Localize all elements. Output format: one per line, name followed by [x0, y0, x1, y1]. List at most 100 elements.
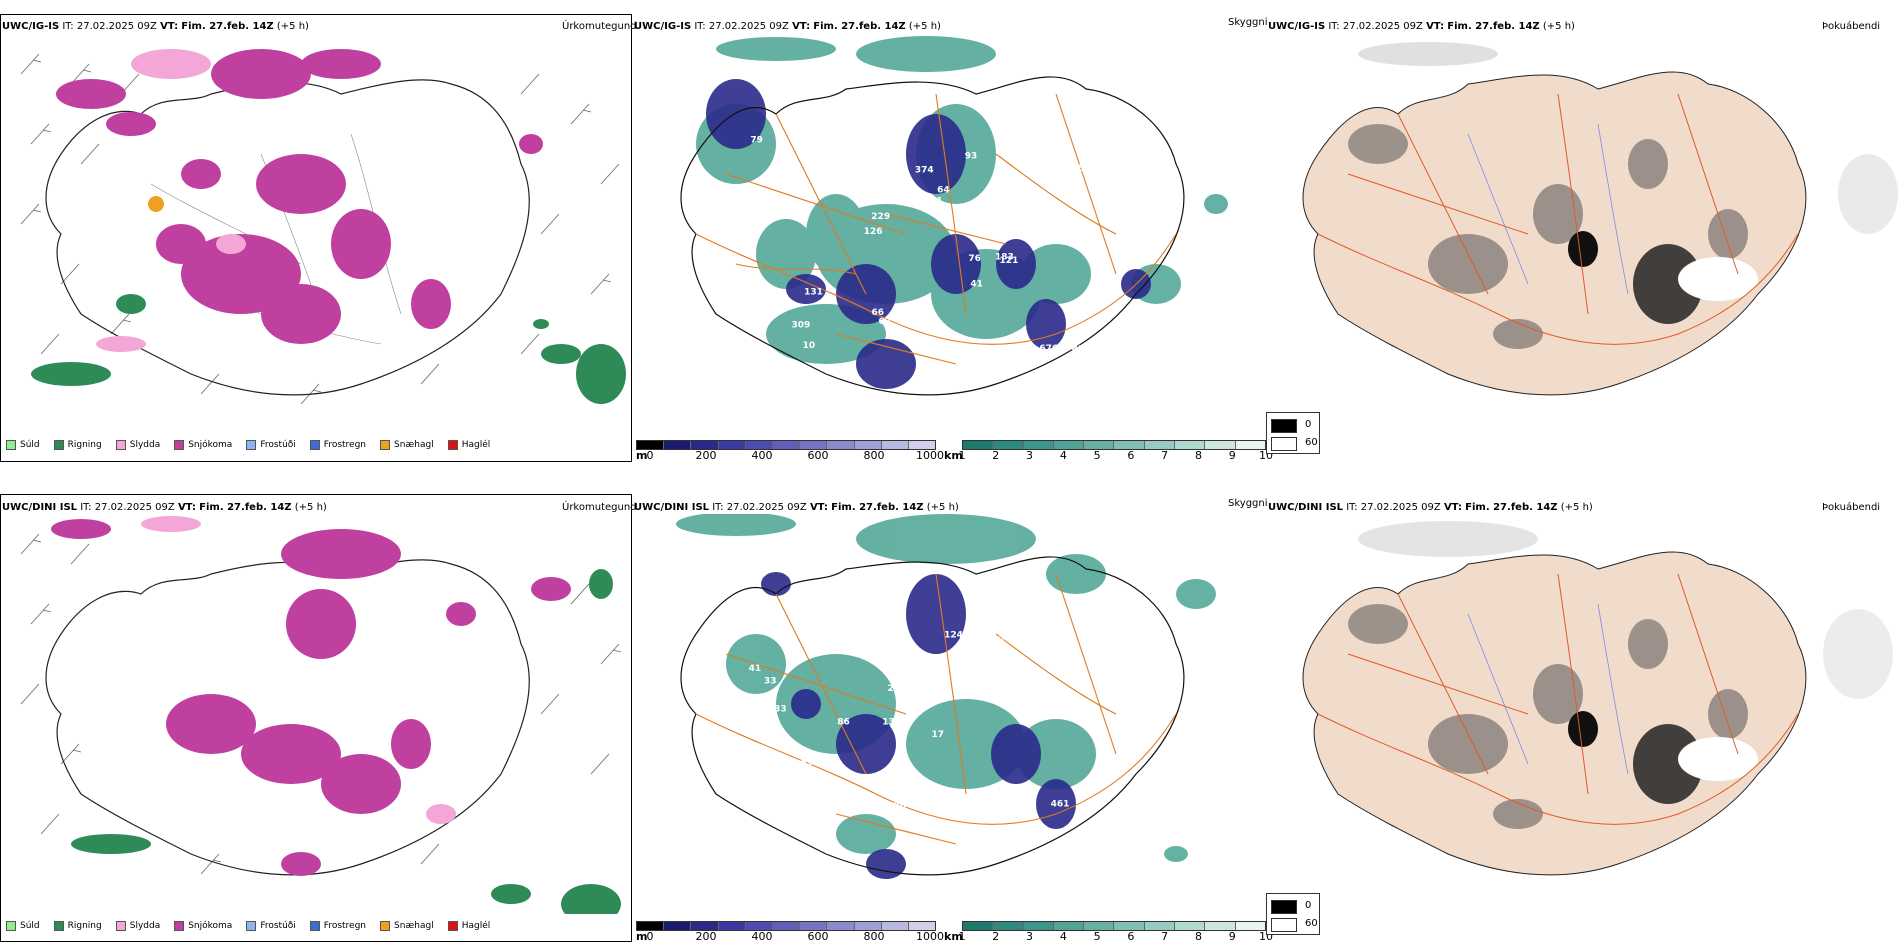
- fog-type-label-row2: Þokuábendi: [1822, 502, 1881, 513]
- tick-label: 0: [646, 930, 654, 943]
- cloud-base-labels-row2: 2273456013217833192220181124345336686981…: [723, 571, 1129, 855]
- cloud-base-value: 14: [1030, 575, 1043, 585]
- fog-legend-row2: 0 60: [1266, 893, 1320, 935]
- tick-label: 9: [1228, 449, 1236, 462]
- legend-item-slydda: Slydda: [115, 440, 160, 450]
- cloud-base-value: 10: [1099, 174, 1112, 184]
- cloud-base-value: 140: [757, 289, 776, 299]
- visibility-map-row2: 2273456013217833192220181124345336686981…: [676, 514, 1216, 879]
- cloud-base-value: 86: [837, 717, 850, 727]
- legend-item-frostregn: Frostregn: [309, 921, 366, 931]
- cloud-base-value: 17: [931, 730, 944, 740]
- cloud-base-value: 374: [915, 166, 934, 176]
- legend-item-snaehagl: Snæhagl: [380, 921, 434, 931]
- cloud-base-value: 192: [737, 613, 756, 623]
- visibility-title-row1: UWC/IG-IS IT: 27.02.2025 09Z VT: Fim. 27…: [634, 21, 941, 32]
- cloud-base-value: 66: [872, 308, 885, 318]
- tick-label: 400: [751, 449, 773, 462]
- cloud-base-value: 66: [836, 583, 849, 593]
- precip-legend-row2: Súld Rigning Slydda Snjókoma Frostúði Fr…: [6, 921, 504, 931]
- cloud-base-value: 121: [1000, 256, 1019, 266]
- visibility-colorbar-row2: [962, 921, 1266, 931]
- tick-label: 7: [1161, 449, 1169, 462]
- tick-label: 8: [1194, 930, 1202, 943]
- cloud-base-unit-row2: m: [636, 930, 648, 943]
- cloud-base-value: 676: [1039, 344, 1058, 354]
- cloud-base-value: 62: [879, 317, 892, 327]
- cloud-base-value: 183: [995, 252, 1014, 262]
- cloud-base-value: 508: [1078, 164, 1097, 174]
- cloud-base-value: 345: [1000, 605, 1019, 615]
- fog-map-row1: [1302, 42, 1898, 396]
- fog-type-label-row1: Þokuábendi: [1822, 21, 1881, 32]
- visibility-type-label-row1: Skyggni: [1228, 17, 1268, 28]
- cloud-base-value: 93: [965, 152, 978, 162]
- fog-title-row1: UWC/IG-IS IT: 27.02.2025 09Z VT: Fim. 27…: [1268, 21, 1575, 32]
- cloud-base-colorbar-row1: [636, 440, 936, 450]
- cloud-base-value: 25: [764, 349, 777, 359]
- tick-label: 2: [992, 930, 1000, 943]
- cloud-base-value: 89: [757, 705, 770, 715]
- cloud-base-labels-row1: 81 21 144 126 93 25 91 374 140 86 85 309 305 64 121 79 1…: [728, 98, 1128, 369]
- tick-label: 3: [1026, 449, 1034, 462]
- legend-item-frostregn: Frostregn: [309, 440, 366, 450]
- cloud-base-value: 91: [874, 138, 887, 148]
- cloud-base-value: 76: [968, 254, 981, 264]
- precip-panel-row2: [0, 494, 632, 942]
- tick-label: 3: [1026, 930, 1034, 943]
- cloud-base-value: 132: [882, 718, 901, 728]
- cloud-base-value: 129: [876, 98, 895, 108]
- legend-item-frostudi: Frostúði: [246, 440, 296, 450]
- cloud-base-value: 23: [1072, 682, 1085, 692]
- cloud-base-value: 305: [884, 139, 903, 149]
- tick-label: 9: [1228, 930, 1236, 943]
- legend-item-snjokoma: Snjókoma: [174, 921, 232, 931]
- cloud-base-value: 144: [1078, 126, 1097, 136]
- fog-map-row2: [1302, 521, 1893, 876]
- tick-label: 1000: [916, 449, 944, 462]
- tick-label: 1: [958, 449, 966, 462]
- legend-item-rigning: Rigning: [53, 921, 102, 931]
- cloud-base-value: 41: [930, 197, 943, 207]
- tick-label: 200: [695, 449, 717, 462]
- cloud-base-value: 833: [768, 705, 787, 715]
- tick-label: 1000: [916, 930, 944, 943]
- visibility-map-row1: 81 21 144 126 93 25 91 374 140 86 85 309 305 64 121 79 1…: [680, 36, 1228, 396]
- cloud-base-value: 318: [732, 350, 751, 360]
- legend-item-snaehagl: Snæhagl: [380, 440, 434, 450]
- cloud-base-value: 161: [876, 196, 895, 206]
- cloud-base-value: 85: [728, 332, 741, 342]
- tick-label: 5: [1093, 449, 1101, 462]
- visibility-unit-row1: km: [944, 449, 963, 462]
- cloud-base-value: 130: [887, 801, 906, 811]
- visibility-unit-row2: km: [944, 930, 963, 943]
- precip-panel-row1: [0, 14, 632, 462]
- cloud-base-value: 26: [888, 684, 901, 694]
- cloud-base-value: 79: [750, 136, 763, 146]
- tick-label: 4: [1059, 930, 1067, 943]
- fog-legend-row1: 0 60: [1266, 412, 1320, 454]
- tick-label: 800: [863, 930, 885, 943]
- cloud-base-colorbar-row2: [636, 921, 936, 931]
- cloud-base-value: 64: [782, 183, 795, 193]
- precip-title-row2: UWC/DINI ISL IT: 27.02.2025 09Z VT: Fim.…: [2, 502, 327, 513]
- cloud-base-value: 18: [993, 110, 1006, 120]
- cloud-base-value: 220: [993, 635, 1012, 645]
- cloud-base-value: 131: [804, 288, 823, 298]
- legend-item-rigning: Rigning: [53, 440, 102, 450]
- legend-item-sudd: Súld: [6, 440, 40, 450]
- tick-label: 600: [807, 930, 829, 943]
- precip-legend-row1: Súld Rigning Slydda Snjókoma Frostúði Fr…: [6, 440, 504, 450]
- cloud-base-value: 87: [1009, 667, 1022, 677]
- cloud-base-value: 21: [744, 197, 757, 207]
- cloud-base-value: 86: [837, 171, 850, 181]
- cloud-base-value: 126: [864, 227, 883, 237]
- tick-label: 5: [1093, 930, 1101, 943]
- precip-title-row1: UWC/IG-IS IT: 27.02.2025 09Z VT: Fim. 27…: [2, 21, 309, 32]
- precip-map-row1: [20, 49, 626, 405]
- tick-label: 8: [1194, 449, 1202, 462]
- cloud-base-value: 60: [1104, 684, 1117, 694]
- tick-label: 800: [863, 449, 885, 462]
- cloud-base-unit-row1: m: [636, 449, 648, 462]
- tick-label: 0: [646, 449, 654, 462]
